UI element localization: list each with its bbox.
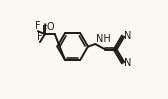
Text: F: F: [35, 21, 41, 31]
Text: O: O: [47, 22, 54, 32]
Text: F: F: [37, 32, 43, 42]
Text: F: F: [42, 25, 48, 35]
Text: N: N: [124, 31, 131, 41]
Text: NH: NH: [96, 34, 111, 44]
Text: N: N: [124, 58, 131, 68]
